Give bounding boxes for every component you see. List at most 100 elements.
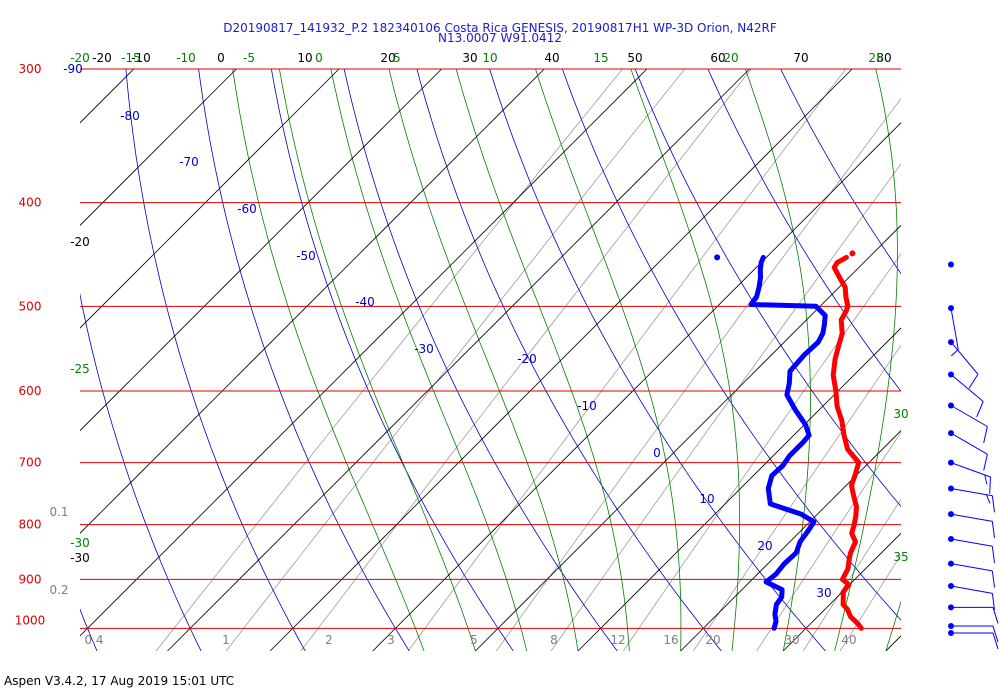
wind-barb — [948, 583, 996, 611]
isotherm-line — [372, 122, 901, 651]
isotherm-label: 50 — [627, 51, 642, 65]
wind-barb-staff — [950, 432, 988, 455]
isotherm-line — [782, 532, 901, 651]
isotherm-line — [80, 69, 237, 226]
wind-barb-feather — [983, 426, 988, 443]
wind-barb-staff — [950, 308, 959, 350]
mixing-ratio-line — [623, 253, 901, 651]
pressure-label: 800 — [19, 518, 42, 532]
wind-barb-feather — [991, 570, 996, 588]
pressure-label: 500 — [19, 299, 42, 313]
wind-barb-feather — [985, 494, 991, 504]
dry-adiabat-line — [780, 69, 901, 275]
moist-adiabat-line — [535, 69, 682, 651]
dry-adiabat-line — [416, 69, 722, 651]
line-labels: -20 -10 0 10 20 30 40 50 60 70 80-20-30-90-80-70-6… — [49, 51, 908, 647]
mixing-ratio-line — [693, 344, 901, 651]
wind-barb-staff — [950, 585, 993, 594]
wind-barb-feather — [992, 625, 999, 643]
chart-title-line-1: D20190817_141932_P.2 182340106 Costa Ric… — [223, 21, 777, 35]
mixing-ratio-line — [300, 69, 752, 651]
wind-barb-staff — [950, 462, 991, 478]
wind-barb-feather — [983, 454, 988, 471]
pressure-label: 400 — [19, 196, 42, 210]
dry-adiabat-label: -80 — [120, 109, 140, 123]
pressure-labels: 300 400 500 600 700 800 900 1000 — [15, 62, 46, 627]
pressure-label: 700 — [19, 456, 42, 470]
moist-adiabat-label: 35 — [893, 550, 908, 564]
moist-adiabat-label: 5 — [393, 51, 401, 65]
wind-barb-feather — [991, 495, 996, 513]
moist-adiabat-label: -15 — [121, 51, 141, 65]
wind-barb-staff — [950, 487, 993, 497]
moist-adiabat-label: -30 — [70, 536, 90, 550]
dry-adiabat-label: -30 — [414, 342, 434, 356]
isotherm-line — [80, 69, 442, 432]
wind-barb — [948, 305, 959, 357]
dry-adiabats — [80, 69, 901, 651]
wind-barb — [948, 339, 979, 389]
moist-adiabat-line — [388, 69, 579, 651]
wind-barb-feather — [991, 521, 996, 539]
moist-adiabat-line — [330, 69, 528, 651]
isotherm-line — [80, 69, 340, 329]
wind-barb — [948, 485, 996, 513]
isotherm-label: 10 — [297, 51, 312, 65]
pressure-label: 300 — [19, 62, 42, 76]
moist-adiabat-label: -25 — [70, 362, 90, 376]
isotherm-label: 20 — [380, 51, 395, 65]
mixing-ratio-label: 1 — [222, 633, 230, 647]
footer-text: Aspen V3.4.2, 17 Aug 2019 15:01 UTC — [4, 674, 235, 688]
isotherm-label: -20 — [70, 235, 90, 249]
dry-adiabat-label: 0 — [653, 446, 661, 460]
isotherm-line — [269, 69, 853, 651]
wind-barb-feather — [992, 632, 999, 650]
wind-barb-staff — [950, 341, 979, 375]
mixing-ratio-lines — [155, 69, 1000, 651]
wind-barb-feather — [976, 401, 984, 418]
pressure-label: 900 — [19, 572, 42, 586]
mixing-ratio-line — [407, 69, 847, 651]
isotherm-line — [577, 327, 901, 651]
isotherm-line — [989, 69, 1000, 651]
isotherm-label: 0 — [217, 51, 225, 65]
isotherm-label: -10 — [131, 51, 151, 65]
dry-adiabat-line — [562, 69, 901, 621]
mixing-ratio-line — [909, 69, 1000, 651]
pressure-label: 600 — [19, 384, 42, 398]
wind-barb-dot — [948, 261, 954, 268]
moist-adiabat-label: 20 — [723, 51, 738, 65]
isotherm-line — [680, 430, 901, 651]
wind-barb — [948, 604, 999, 624]
mixing-ratio-label: 0.4 — [84, 633, 103, 647]
mixing-ratio-line — [550, 163, 901, 651]
dry-adiabat-line — [125, 69, 306, 651]
wind-barb — [948, 629, 999, 650]
wind-barb-staff — [950, 513, 993, 522]
wind-barb — [948, 535, 996, 563]
wind-barb-staff — [950, 563, 993, 572]
chart-title-line-2: N13.0007 W91.0412 — [438, 31, 562, 45]
dry-adiabat-label: -50 — [296, 249, 316, 263]
isotherm-label: -20 — [92, 51, 112, 65]
wind-barb-feather — [968, 373, 979, 389]
mixing-ratio-label: 8 — [550, 633, 558, 647]
dry-adiabat-label: 30 — [816, 586, 831, 600]
wind-barb — [948, 459, 991, 494]
dry-adiabat-label: -40 — [355, 295, 375, 309]
dry-adiabat-label: -60 — [237, 202, 257, 216]
dewpoint-point — [714, 254, 721, 261]
moist-adiabat-line — [630, 69, 740, 651]
isotherm-label: 40 — [544, 51, 559, 65]
wind-barb — [948, 560, 996, 588]
dry-adiabat-label: -70 — [179, 155, 199, 169]
dry-adiabat-line — [80, 292, 202, 651]
wind-barb-feather — [984, 474, 988, 485]
dry-adiabat-line — [707, 69, 901, 392]
isotherm-line — [80, 69, 545, 534]
wind-barb — [948, 371, 984, 418]
dry-adiabat-line — [489, 69, 826, 651]
dry-adiabat-label: -90 — [63, 62, 83, 76]
mixing-ratio-label: 20 — [705, 633, 720, 647]
